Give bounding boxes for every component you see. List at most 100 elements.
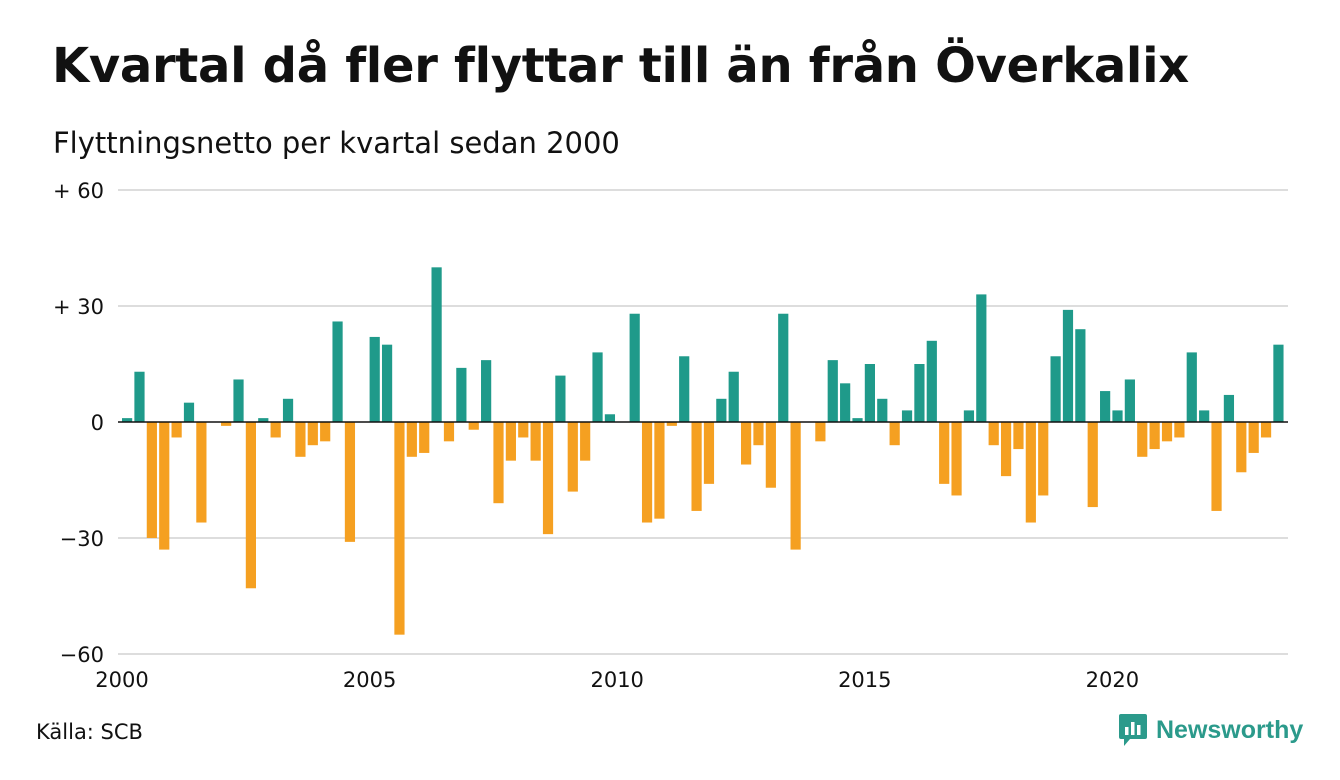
bar-2002-Q1 xyxy=(221,422,232,426)
bar-2013-Q3 xyxy=(790,422,801,550)
bar-2021-Q1 xyxy=(1161,422,1173,442)
bar-2022-Q1 xyxy=(1211,422,1222,511)
bar-2003-Q1 xyxy=(270,422,281,438)
y-tick-label: −60 xyxy=(60,643,104,667)
bar-2007-Q1 xyxy=(468,422,479,430)
bar-2017-Q3 xyxy=(988,422,999,446)
bar-2007-Q2 xyxy=(481,360,492,422)
bar-2009-Q4 xyxy=(604,414,616,422)
bar-2006-Q1 xyxy=(419,422,430,453)
bar-2006-Q2 xyxy=(431,267,442,422)
bar-2018-Q3 xyxy=(1038,422,1049,496)
bar-2001-Q2 xyxy=(183,402,195,422)
bar-2009-Q2 xyxy=(580,422,591,461)
brand-logo[interactable]: Newsworthy xyxy=(1118,713,1303,747)
bar-2021-Q4 xyxy=(1199,410,1210,422)
bar-2005-Q3 xyxy=(394,422,405,635)
bar-2017-Q1 xyxy=(963,410,975,422)
chart-subtitle: Flyttningsnetto per kvartal sedan 2000 xyxy=(53,126,620,160)
y-tick-label: −30 xyxy=(60,527,104,551)
bar-2002-Q2 xyxy=(233,379,244,422)
bar-2001-Q3 xyxy=(196,422,207,523)
bar-2003-Q3 xyxy=(295,422,306,457)
bar-2012-Q1 xyxy=(716,398,727,422)
y-tick-label: + 60 xyxy=(53,179,104,203)
grid-lines xyxy=(118,189,1288,655)
bar-2010-Q3 xyxy=(641,422,653,523)
bar-2016-Q2 xyxy=(926,340,937,422)
bar-2022-Q2 xyxy=(1223,394,1235,422)
bar-2011-Q1 xyxy=(666,422,677,426)
bar-2016-Q4 xyxy=(951,422,962,496)
x-tick-label: 2000 xyxy=(95,668,148,692)
bar-2020-Q4 xyxy=(1149,422,1160,450)
bar-2014-Q2 xyxy=(827,360,838,422)
bar-2014-Q1 xyxy=(815,422,826,442)
bar-2003-Q2 xyxy=(282,398,294,422)
bar-2023-Q2 xyxy=(1273,344,1284,422)
bar-2003-Q4 xyxy=(307,422,318,446)
bar-2012-Q2 xyxy=(728,371,739,422)
bar-2015-Q2 xyxy=(877,398,888,422)
bar-2023-Q1 xyxy=(1260,422,1272,438)
bar-2012-Q3 xyxy=(741,422,752,465)
x-tick-label: 2010 xyxy=(590,668,643,692)
bar-2017-Q2 xyxy=(976,294,987,422)
bar-2019-Q1 xyxy=(1062,309,1074,422)
bar-2002-Q4 xyxy=(258,418,269,422)
bar-2005-Q1 xyxy=(369,336,380,422)
bar-2019-Q2 xyxy=(1075,329,1086,422)
bar-2004-Q3 xyxy=(344,422,356,542)
x-tick-label: 2015 xyxy=(838,668,891,692)
bar-2008-Q2 xyxy=(530,422,541,461)
bar-2021-Q3 xyxy=(1186,352,1197,422)
newsworthy-logo-icon xyxy=(1119,714,1147,746)
bar-2004-Q1 xyxy=(320,422,331,442)
bar-2013-Q1 xyxy=(765,422,776,488)
bar-2019-Q4 xyxy=(1100,391,1111,422)
bar-2020-Q2 xyxy=(1124,379,1135,422)
bar-2016-Q1 xyxy=(914,364,925,422)
bar-2020-Q1 xyxy=(1112,410,1123,422)
bar-2009-Q1 xyxy=(567,422,578,492)
bar-2006-Q4 xyxy=(456,367,467,422)
bar-2001-Q1 xyxy=(171,422,182,438)
bar-2018-Q1 xyxy=(1013,422,1024,450)
bar-2021-Q2 xyxy=(1174,422,1185,438)
bar-2008-Q4 xyxy=(555,375,566,422)
bar-2022-Q3 xyxy=(1236,422,1247,473)
bar-2016-Q3 xyxy=(939,422,950,484)
bar-2008-Q3 xyxy=(542,422,554,535)
bar-2013-Q2 xyxy=(778,313,789,422)
bar-2006-Q3 xyxy=(443,422,455,442)
brand-name: Newsworthy xyxy=(1156,715,1304,744)
bar-2015-Q1 xyxy=(864,364,875,422)
bar-2011-Q4 xyxy=(703,422,715,484)
bar-2011-Q2 xyxy=(679,356,690,422)
bar-2011-Q3 xyxy=(691,422,702,511)
x-axis-ticks: 2000 2005 2010 2015 2020 xyxy=(95,668,1139,692)
bar-chart: + 60 + 30 0 −30 −60 2000 2005 2010 2015 2020 xyxy=(53,179,1288,692)
bar-2007-Q4 xyxy=(505,422,516,461)
bar-2005-Q2 xyxy=(381,344,393,422)
bar-2014-Q3 xyxy=(840,383,851,422)
bar-2004-Q2 xyxy=(332,321,343,422)
bar-2002-Q3 xyxy=(245,422,256,589)
bar-2008-Q1 xyxy=(518,422,529,438)
bars xyxy=(122,267,1284,635)
bar-2014-Q4 xyxy=(852,418,863,422)
bar-2017-Q4 xyxy=(1000,422,1012,477)
bar-2018-Q2 xyxy=(1025,422,1036,523)
bar-2015-Q3 xyxy=(889,422,900,446)
x-tick-label: 2005 xyxy=(343,668,396,692)
chart-title: Kvartal då fler flyttar till än från Öve… xyxy=(52,38,1189,94)
y-tick-label: + 30 xyxy=(53,295,104,319)
bar-2015-Q4 xyxy=(901,410,913,422)
bar-2010-Q2 xyxy=(629,313,640,422)
bar-2005-Q4 xyxy=(406,422,417,457)
source-note: Källa: SCB xyxy=(36,720,143,744)
bar-2009-Q3 xyxy=(592,352,603,422)
bar-2007-Q3 xyxy=(493,422,504,504)
y-axis-ticks: + 60 + 30 0 −30 −60 xyxy=(53,179,104,667)
bar-2018-Q4 xyxy=(1050,356,1061,422)
